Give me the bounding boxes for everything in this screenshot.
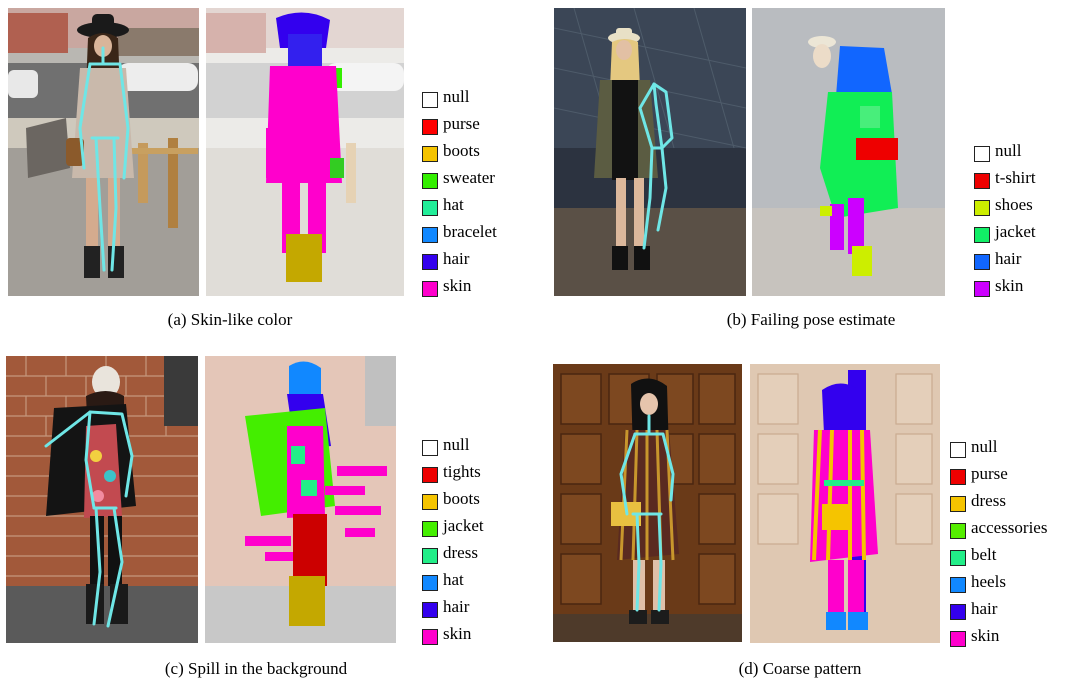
caption-d: (d) Coarse pattern (738, 659, 862, 678)
legend-label: null (443, 435, 470, 454)
legend-label: jacket (995, 222, 1036, 241)
photo-failing-pose (554, 8, 746, 296)
legend-label: null (971, 437, 998, 456)
swatch-skin (974, 281, 990, 297)
legend-label: skin (443, 276, 472, 295)
caption-b: (b) Failing pose estimate (726, 310, 896, 329)
swatch-hair (422, 602, 438, 618)
photo-spill-background (6, 356, 198, 643)
swatch-accessories (950, 523, 966, 539)
legend-label: dress (443, 543, 478, 562)
legend-label: tights (443, 462, 481, 481)
caption-c: (c) Spill in the background (164, 659, 348, 678)
legend-label: boots (443, 141, 480, 160)
legend-label: purse (971, 464, 1008, 483)
swatch-t-shirt (974, 173, 990, 189)
segmentation-skin-like-color (206, 8, 404, 296)
photo-skin-like-color (8, 8, 199, 296)
swatch-hat (422, 575, 438, 591)
swatch-null (974, 146, 990, 162)
swatch-boots (422, 494, 438, 510)
swatch-null (950, 442, 966, 458)
legend-label: boots (443, 489, 480, 508)
legend-label: skin (443, 624, 472, 643)
swatch-jacket (422, 521, 438, 537)
legend-label: heels (971, 572, 1006, 591)
swatch-skin (422, 281, 438, 297)
swatch-hat (422, 200, 438, 216)
swatch-purse (422, 119, 438, 135)
swatch-hair (422, 254, 438, 270)
photo-coarse-pattern (553, 364, 742, 642)
segmentation-failing-pose (752, 8, 945, 296)
legend-label: null (443, 87, 470, 106)
legend-label: shoes (995, 195, 1033, 214)
legend-label: belt (971, 545, 997, 564)
swatch-null (422, 440, 438, 456)
swatch-jacket (974, 227, 990, 243)
swatch-null (422, 92, 438, 108)
legend-label: sweater (443, 168, 495, 187)
legend-label: jacket (443, 516, 484, 535)
legend-label: hair (443, 249, 470, 268)
swatch-heels (950, 577, 966, 593)
legend-label: accessories (971, 518, 1048, 537)
legend-label: t-shirt (995, 168, 1036, 187)
swatch-skin (422, 629, 438, 645)
swatch-skin (950, 631, 966, 647)
swatch-bracelet (422, 227, 438, 243)
caption-a: (a) Skin-like color (167, 310, 293, 329)
swatch-hair (974, 254, 990, 270)
swatch-dress (422, 548, 438, 564)
legend-label: dress (971, 491, 1006, 510)
legend-label: hat (443, 195, 464, 214)
segmentation-spill-background (205, 356, 396, 643)
swatch-sweater (422, 173, 438, 189)
legend-label: null (995, 141, 1022, 160)
legend-label: hat (443, 570, 464, 589)
swatch-dress (950, 496, 966, 512)
legend-label: bracelet (443, 222, 497, 241)
legend-label: hair (971, 599, 998, 618)
swatch-purse (950, 469, 966, 485)
swatch-boots (422, 146, 438, 162)
legend-label: hair (995, 249, 1022, 268)
swatch-tights (422, 467, 438, 483)
segmentation-coarse-pattern (750, 364, 940, 643)
swatch-belt (950, 550, 966, 566)
legend-label: skin (971, 626, 1000, 645)
swatch-shoes (974, 200, 990, 216)
legend-label: skin (995, 276, 1024, 295)
swatch-hair (950, 604, 966, 620)
legend-label: purse (443, 114, 480, 133)
legend-label: hair (443, 597, 470, 616)
